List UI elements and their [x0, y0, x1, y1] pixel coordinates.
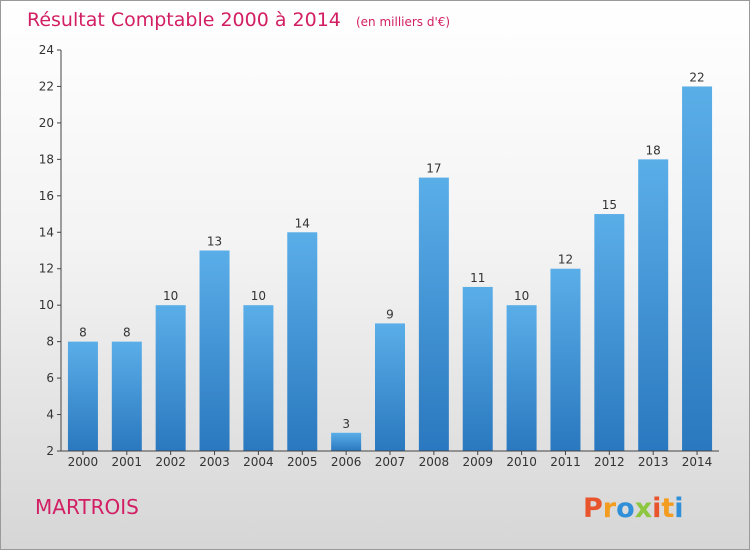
y-tick-label: 8	[46, 335, 54, 349]
x-tick-label: 2002	[155, 455, 186, 469]
bar-2003	[199, 250, 230, 451]
y-tick-label: 16	[39, 189, 54, 203]
x-tick-label: 2008	[419, 455, 450, 469]
logo-letter: i	[674, 493, 683, 524]
bar-value-label: 10	[514, 289, 529, 303]
bar-2013	[638, 159, 669, 451]
y-tick-label: 2	[46, 444, 54, 458]
y-tick-label: 24	[39, 43, 54, 57]
y-tick-label: 20	[39, 116, 54, 130]
bar-value-label: 17	[426, 162, 441, 176]
chart-title: Résultat Comptable 2000 à 2014 (en milli…	[27, 9, 450, 31]
x-tick-label: 2005	[287, 455, 318, 469]
x-tick-label: 2003	[199, 455, 230, 469]
x-tick-label: 2001	[112, 455, 143, 469]
bar-2007	[375, 323, 405, 451]
x-axis-ticks: 2000 2001 2002 2003 2004 2005 2006 2007 2008 2009…	[68, 451, 713, 469]
y-tick-label: 18	[39, 152, 54, 166]
bar-value-label: 8	[123, 326, 131, 340]
bar-value-label: 18	[646, 143, 661, 157]
bar-value-label: 3	[342, 417, 350, 431]
bar-2006	[331, 432, 362, 451]
x-tick-label: 2011	[550, 455, 581, 469]
bars: 8 8 10 13 10 14 3 9 17 11 10 12 15 18 22	[67, 70, 713, 452]
y-tick-label: 22	[39, 79, 54, 93]
logo-letter: t	[661, 493, 674, 524]
x-tick-label: 2007	[375, 455, 406, 469]
y-tick-label: 6	[46, 371, 54, 385]
bar-2010	[506, 305, 537, 451]
x-tick-label: 2009	[462, 455, 493, 469]
town-name: MARTROIS	[35, 495, 139, 519]
bar-value-label: 14	[295, 216, 310, 230]
bar-2011	[550, 268, 581, 451]
y-tick-label: 10	[39, 298, 54, 312]
logo-letter: o	[616, 493, 635, 524]
logo-letter: i	[652, 493, 661, 524]
bar-2014	[682, 86, 713, 452]
x-tick-label: 2006	[331, 455, 362, 469]
proxiti-logo: Proxiti	[583, 493, 684, 524]
logo-letter: r	[603, 493, 617, 524]
y-tick-label: 14	[39, 225, 54, 239]
bar-value-label: 22	[689, 70, 704, 84]
logo-letter: x	[635, 493, 652, 524]
y-tick-label: 4	[46, 408, 54, 422]
bar-value-label: 10	[163, 289, 178, 303]
chart-title-main: Résultat Comptable 2000 à 2014	[27, 9, 341, 31]
y-tick-label: 12	[39, 262, 54, 276]
chart-title-unit: (en milliers d'€)	[356, 15, 450, 29]
bar-value-label: 13	[207, 235, 222, 249]
bar-value-label: 8	[79, 326, 87, 340]
bar-2002	[155, 305, 186, 451]
x-tick-label: 2013	[638, 455, 669, 469]
x-tick-label: 2014	[682, 455, 713, 469]
bar-2008	[418, 177, 449, 451]
logo-letter: P	[583, 493, 603, 524]
bar-2001	[111, 341, 142, 451]
bar-2012	[594, 214, 625, 451]
bar-2005	[287, 232, 318, 451]
x-tick-label: 2004	[243, 455, 274, 469]
bar-2009	[462, 286, 493, 451]
bar-value-label: 9	[386, 307, 394, 321]
x-tick-label: 2012	[594, 455, 625, 469]
bar-value-label: 12	[558, 253, 573, 267]
bar-value-label: 10	[251, 289, 266, 303]
bar-value-label: 11	[470, 271, 485, 285]
x-tick-label: 2000	[68, 455, 99, 469]
bar-value-label: 15	[602, 198, 617, 212]
bar-2004	[243, 305, 274, 451]
x-tick-label: 2010	[506, 455, 537, 469]
bar-2000	[67, 341, 98, 451]
